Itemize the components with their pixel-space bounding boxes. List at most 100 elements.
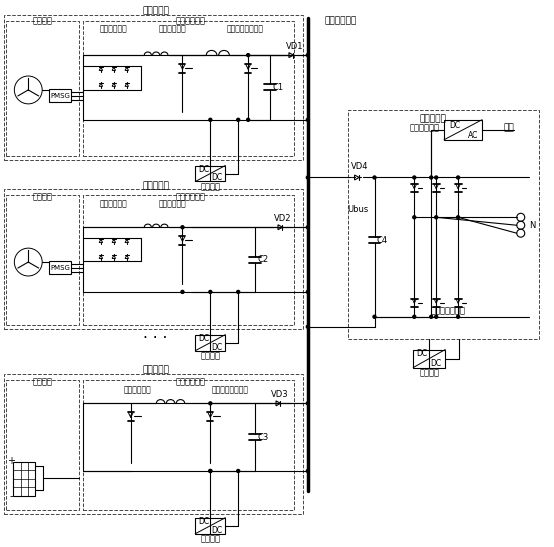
Circle shape xyxy=(181,290,184,293)
Text: Ubus: Ubus xyxy=(347,205,368,214)
Bar xyxy=(444,120,482,139)
Bar xyxy=(4,15,303,160)
Bar xyxy=(83,21,294,155)
Bar xyxy=(4,189,303,329)
Circle shape xyxy=(373,176,376,179)
Bar xyxy=(196,166,225,182)
Text: C2: C2 xyxy=(258,255,269,264)
Circle shape xyxy=(181,226,184,229)
Text: PMSG: PMSG xyxy=(50,93,70,99)
Circle shape xyxy=(306,226,309,229)
Text: 发电装置: 发电装置 xyxy=(32,192,52,201)
Bar xyxy=(7,21,79,155)
Bar xyxy=(83,195,294,325)
Text: 第一电压变换单元: 第一电压变换单元 xyxy=(227,25,264,34)
Text: 系统直流母线: 系统直流母线 xyxy=(325,17,357,26)
Text: C3: C3 xyxy=(258,433,269,441)
Text: . . .: . . . xyxy=(143,326,168,341)
Bar xyxy=(196,335,225,351)
Text: 第三整流单元: 第三整流单元 xyxy=(409,123,439,132)
Circle shape xyxy=(237,118,240,121)
Text: DC: DC xyxy=(417,349,428,358)
Text: -: - xyxy=(9,491,13,501)
Text: DC: DC xyxy=(449,121,461,130)
Text: 第二整流单元: 第二整流单元 xyxy=(100,200,128,209)
Text: VD2: VD2 xyxy=(274,214,292,223)
Text: DC: DC xyxy=(211,526,222,534)
Circle shape xyxy=(430,315,433,318)
Text: 发电子系统: 发电子系统 xyxy=(142,6,169,15)
Text: DC: DC xyxy=(198,165,209,173)
Circle shape xyxy=(306,118,309,121)
Bar xyxy=(7,195,79,325)
Circle shape xyxy=(435,216,438,219)
Text: N: N xyxy=(530,221,536,230)
Text: 发电装置: 发电装置 xyxy=(32,17,52,26)
Circle shape xyxy=(247,54,250,56)
Text: 电流变换模块: 电流变换模块 xyxy=(176,17,206,26)
Circle shape xyxy=(306,290,309,293)
Bar xyxy=(49,89,71,102)
Text: DC: DC xyxy=(211,173,222,183)
Circle shape xyxy=(373,315,376,318)
Text: VD4: VD4 xyxy=(351,162,368,171)
Text: 第三卸荷单元: 第三卸荷单元 xyxy=(124,385,152,394)
Text: DC: DC xyxy=(198,517,209,526)
Text: 第二电压变换单元: 第二电压变换单元 xyxy=(212,385,249,394)
Text: 电流变换模块: 电流变换模块 xyxy=(176,377,206,386)
Text: VD3: VD3 xyxy=(271,390,289,399)
Circle shape xyxy=(456,176,460,179)
Circle shape xyxy=(209,469,212,473)
Circle shape xyxy=(413,315,416,318)
Text: 发电子系统: 发电子系统 xyxy=(142,181,169,190)
Bar xyxy=(49,261,71,274)
Bar xyxy=(13,462,35,496)
Circle shape xyxy=(435,176,438,179)
Text: DC: DC xyxy=(198,334,209,342)
Text: 辅助电源: 辅助电源 xyxy=(201,534,220,543)
Circle shape xyxy=(456,315,460,318)
Circle shape xyxy=(209,118,212,121)
Circle shape xyxy=(430,176,433,179)
Text: 并网逆变器: 并网逆变器 xyxy=(420,114,447,123)
Text: 发电子系统: 发电子系统 xyxy=(142,365,169,374)
Circle shape xyxy=(247,118,250,121)
Bar xyxy=(413,350,445,368)
Circle shape xyxy=(306,402,309,405)
Text: 第二卸荷单元: 第二卸荷单元 xyxy=(158,200,186,209)
Circle shape xyxy=(237,290,240,293)
Text: VD1: VD1 xyxy=(286,42,304,51)
Text: 发电装置: 发电装置 xyxy=(32,377,52,386)
Text: 第一整流单元: 第一整流单元 xyxy=(100,25,128,34)
Text: C1: C1 xyxy=(273,83,284,92)
Text: DC: DC xyxy=(211,342,222,352)
Text: 电网: 电网 xyxy=(504,123,514,132)
Circle shape xyxy=(209,469,212,473)
Bar xyxy=(196,518,225,534)
Circle shape xyxy=(435,315,438,318)
Circle shape xyxy=(456,216,460,219)
Circle shape xyxy=(413,216,416,219)
Text: 辅助电源: 辅助电源 xyxy=(201,351,220,360)
Bar xyxy=(83,381,294,510)
Text: 电流变换模块: 电流变换模块 xyxy=(176,192,206,201)
Text: AC: AC xyxy=(468,131,478,140)
Text: PMSG: PMSG xyxy=(50,265,70,271)
Text: 三相逆变桥电路: 三相逆变桥电路 xyxy=(430,306,465,315)
Circle shape xyxy=(237,469,240,473)
Text: DC: DC xyxy=(430,359,442,368)
Circle shape xyxy=(413,176,416,179)
Circle shape xyxy=(209,402,212,405)
Bar xyxy=(7,381,79,510)
Circle shape xyxy=(306,54,309,56)
Circle shape xyxy=(306,176,309,179)
Bar xyxy=(4,375,303,514)
Circle shape xyxy=(209,290,212,293)
Text: C4: C4 xyxy=(377,236,388,245)
Text: +: + xyxy=(7,456,16,466)
Bar xyxy=(348,110,538,339)
Circle shape xyxy=(306,469,309,473)
Circle shape xyxy=(306,325,309,328)
Text: 第一卸荷单元: 第一卸荷单元 xyxy=(158,25,186,34)
Text: 辅助电源: 辅助电源 xyxy=(201,182,220,191)
